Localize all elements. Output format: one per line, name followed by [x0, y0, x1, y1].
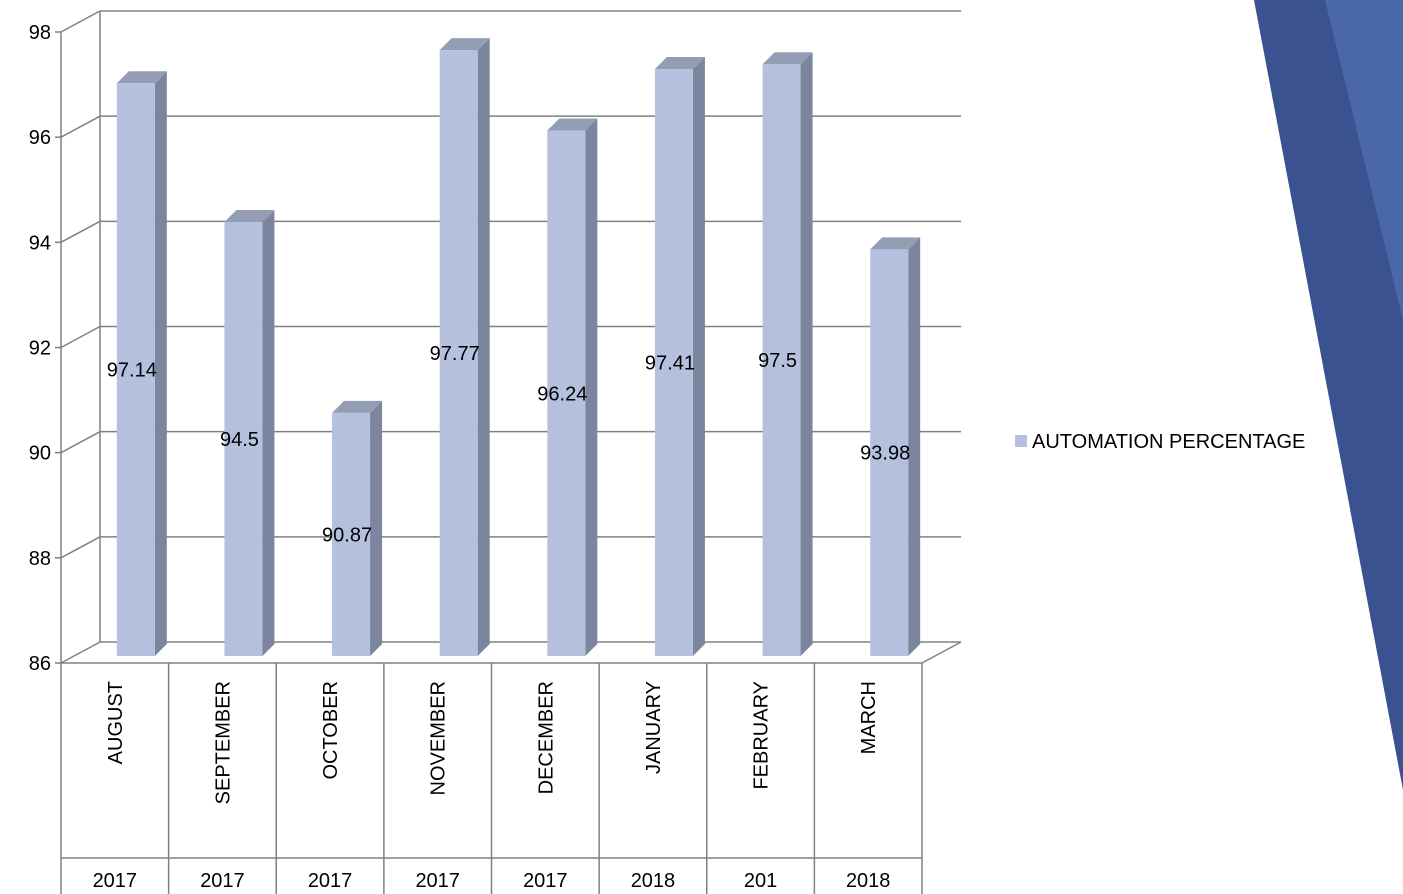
- decorative-corner-shape: [1254, 0, 1403, 790]
- bar: [547, 118, 598, 657]
- data-label: 93.98: [860, 443, 910, 465]
- bar: [654, 57, 705, 656]
- x-year-label: 2018: [846, 870, 891, 892]
- gridline-depth: [60, 220, 101, 243]
- x-category-label: MARCH: [858, 681, 880, 754]
- y-tick-label: 96: [29, 127, 51, 149]
- bar-front: [762, 64, 801, 656]
- decor-dark-wedge: [1254, 0, 1403, 790]
- bar-front: [870, 249, 909, 656]
- bar-top: [870, 237, 921, 250]
- data-labels: 97.14 94.5 90.87 97.77 96.24 97.41 97.5 93.98: [107, 343, 910, 546]
- x-year-label: 2017: [523, 870, 568, 892]
- bar-top: [224, 210, 275, 223]
- bar-side: [370, 400, 383, 656]
- x-year-label: 201: [744, 870, 777, 892]
- bar-side: [585, 118, 598, 656]
- bar: [224, 210, 275, 656]
- bar-side: [800, 52, 813, 656]
- bar-front: [332, 412, 371, 656]
- bar-front: [116, 83, 155, 656]
- data-label: 94.5: [220, 429, 259, 451]
- legend-swatch: [1015, 435, 1027, 447]
- x-year-label: 2018: [631, 870, 676, 892]
- bar-front: [224, 222, 263, 656]
- x-axis-category-table: AUGUST 2017 SEPTEMBER 2017 OCTOBER 2017 NOVEMB…: [60, 663, 923, 894]
- data-label: 97.41: [645, 353, 695, 375]
- bar-top: [762, 52, 813, 65]
- y-tick-label: 94: [29, 232, 51, 254]
- chart-bars: [116, 38, 921, 657]
- bar-top: [439, 38, 490, 51]
- bar-top: [547, 118, 598, 131]
- data-label: 97.14: [107, 360, 157, 382]
- x-category-label: FEBRUARY: [751, 681, 773, 790]
- gridline-depth: [60, 641, 101, 664]
- data-label: 90.87: [322, 524, 372, 546]
- bar: [116, 71, 167, 656]
- bar-side: [692, 57, 705, 656]
- bar-front: [439, 50, 478, 656]
- y-tick-label: 88: [29, 548, 51, 570]
- bar-top: [654, 57, 705, 70]
- bar: [870, 237, 921, 656]
- x-year-label: 2017: [308, 870, 353, 892]
- x-category-label: JANUARY: [643, 681, 665, 774]
- gridline-depth: [60, 325, 101, 349]
- y-tick-label: 90: [29, 443, 51, 465]
- legend-label: AUTOMATION PERCENTAGE: [1032, 431, 1305, 453]
- gridline-depth: [60, 431, 101, 454]
- bar-side: [908, 237, 921, 656]
- bar-top: [332, 400, 383, 413]
- bar-side: [477, 38, 490, 656]
- data-label: 97.5: [758, 350, 797, 372]
- gridline-depth: [60, 536, 101, 559]
- data-label: 97.77: [430, 343, 480, 365]
- floor-right-edge: [921, 641, 962, 664]
- bar: [332, 400, 383, 656]
- gridline-depth: [60, 10, 101, 33]
- x-year-label: 2017: [200, 870, 245, 892]
- x-year-label: 2017: [415, 870, 460, 892]
- x-category-label: AUGUST: [105, 681, 127, 764]
- bar: [439, 38, 490, 656]
- data-label: 96.24: [537, 383, 587, 405]
- bar-side: [262, 210, 275, 656]
- x-category-label: SEPTEMBER: [212, 681, 234, 804]
- chart-legend: AUTOMATION PERCENTAGE: [1015, 431, 1305, 453]
- y-tick-label: 86: [29, 653, 51, 675]
- chart-gridlines: [60, 10, 961, 664]
- bar-front: [654, 69, 693, 656]
- gridline-depth: [60, 115, 101, 138]
- y-tick-label: 92: [29, 338, 51, 360]
- x-category-label: NOVEMBER: [428, 681, 450, 795]
- x-category-label: DECEMBER: [535, 681, 557, 794]
- x-category-label: OCTOBER: [320, 681, 342, 780]
- y-tick-label: 98: [29, 22, 51, 44]
- x-year-label: 2017: [93, 870, 138, 892]
- bar: [762, 52, 813, 656]
- bar-front: [547, 130, 586, 657]
- decor-light-wedge: [1325, 0, 1403, 320]
- bar-top: [116, 71, 167, 84]
- bar-side: [154, 71, 167, 656]
- y-axis: 86 88 90 92 94 96 98: [29, 22, 962, 675]
